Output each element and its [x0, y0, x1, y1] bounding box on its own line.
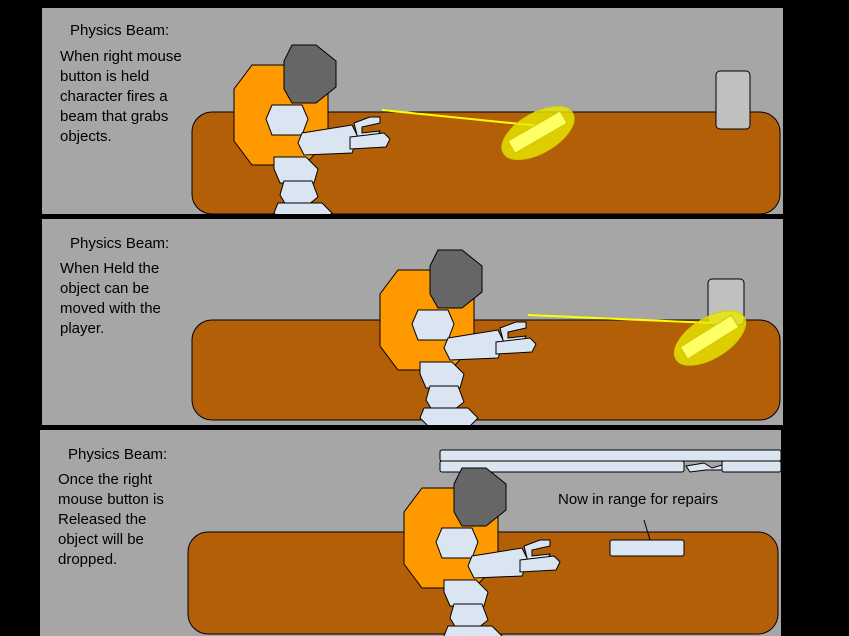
- distant-object: [715, 70, 751, 130]
- panel-title: Physics Beam:: [70, 22, 170, 39]
- panel-description: When Held the object can be moved with t…: [60, 259, 161, 339]
- description-line: object can be: [60, 280, 150, 297]
- overhead-beam-broken: [439, 460, 685, 473]
- panel-drop: Physics Beam: Once the right mouse butto…: [40, 430, 781, 636]
- scene-hold: [191, 249, 781, 425]
- panel-description: When right mouse button is held characte…: [60, 47, 182, 147]
- overhead-beam: [439, 449, 781, 462]
- description-line: dropped.: [58, 551, 118, 568]
- description-line: character fires a: [60, 88, 168, 105]
- description-line: object will be: [58, 531, 144, 548]
- description-line: mouse button is: [58, 491, 164, 508]
- physics-beam: [381, 109, 541, 127]
- panel-title: Physics Beam:: [68, 446, 168, 463]
- description-line: button is held: [60, 68, 150, 85]
- scene-drop: [187, 449, 781, 636]
- dropped-object: [609, 539, 685, 557]
- description-line: beam that grabs: [60, 108, 169, 125]
- grabbed-object-icon: [501, 106, 575, 160]
- overhead-beam-end: [721, 460, 781, 473]
- description-line: objects.: [60, 128, 112, 145]
- panel-hold: Physics Beam: When Held the object can b…: [42, 219, 783, 425]
- description-line: When Held the: [60, 260, 160, 277]
- physics-beam: [527, 314, 713, 324]
- callout-pointer: [643, 519, 651, 541]
- grabbed-object-icon: [673, 310, 747, 366]
- beam-break-gap: [685, 462, 723, 473]
- ground-platform: [191, 319, 781, 421]
- repair-range-callout: Now in range for repairs: [558, 491, 719, 508]
- description-line: When right mouse: [60, 48, 182, 65]
- scene-grab: [191, 44, 781, 214]
- description-line: moved with the: [60, 300, 161, 317]
- description-line: Released the: [58, 511, 147, 528]
- panel-title: Physics Beam:: [70, 235, 170, 252]
- description-line: Once the right: [58, 471, 153, 488]
- description-line: player.: [60, 320, 105, 337]
- panel-description: Once the right mouse button is Released …: [58, 470, 164, 570]
- panel-grab: Physics Beam: When right mouse button is…: [42, 8, 783, 214]
